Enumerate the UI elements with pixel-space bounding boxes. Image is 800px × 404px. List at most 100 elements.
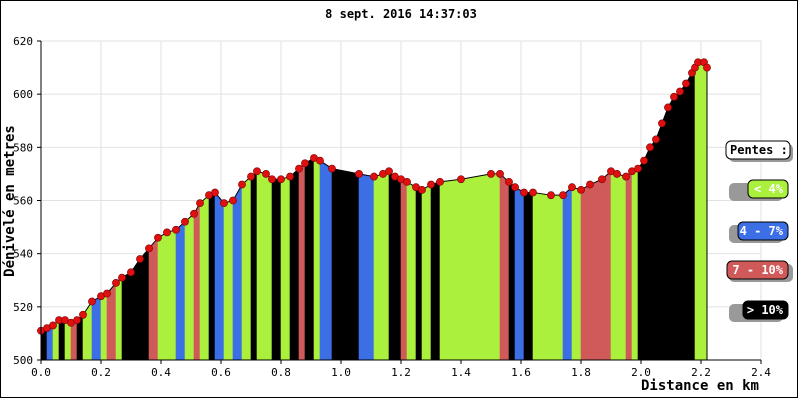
x-tick-label: 0.8: [271, 366, 291, 379]
slope-segment: [532, 192, 552, 361]
slope-segment: [373, 173, 384, 361]
elevation-point: [529, 188, 537, 197]
y-tick-label: 620: [13, 35, 33, 48]
slope-segment: [265, 173, 273, 361]
legend-item: 4 - 7%: [729, 221, 789, 243]
slope-segment: [166, 229, 177, 361]
slope-segment: [58, 319, 66, 361]
legend-item: > 10%: [729, 300, 789, 322]
x-tick-label: 1.2: [391, 366, 411, 379]
y-tick-labels: 500 520 540 560 580 600 620: [13, 35, 41, 367]
x-tick-label: 0.0: [31, 366, 51, 379]
legend-title-box: Pentes :: [725, 140, 793, 162]
elevation-point: [316, 156, 324, 165]
elevation-point: [136, 255, 144, 263]
y-tick-label: 580: [13, 141, 33, 154]
slope-segment: [415, 186, 423, 361]
x-tick-label: 0.6: [211, 366, 231, 379]
legend-swatch: [742, 300, 789, 320]
elevation-point: [181, 217, 189, 226]
elevation-point: [568, 183, 576, 192]
elevation-point: [622, 172, 630, 181]
elevation-point: [496, 170, 504, 178]
elevation-markers: [37, 58, 711, 335]
slope-segment: [439, 178, 462, 361]
slope-segment: [280, 176, 291, 361]
slope-segment: [157, 231, 168, 361]
x-tick-labels: 0.0 0.2 0.4 0.6 0.8 1.0 1.2 1.4 1.6 1.8 2.0 2.2 2.4: [31, 360, 771, 379]
elevation-point: [145, 244, 153, 253]
elevation-point: [703, 63, 711, 72]
y-tick-label: 520: [13, 301, 33, 314]
slope-segment: [271, 178, 282, 361]
slope-segment: [616, 173, 627, 361]
slope-segment: [331, 168, 360, 361]
elevation-point: [196, 199, 204, 208]
slope-segment: [115, 276, 123, 361]
chart-title: 8 sept. 2016 14:37:03: [325, 7, 477, 21]
slope-segment: [460, 173, 492, 361]
elevation-point: [355, 170, 363, 178]
slope-segment: [358, 173, 375, 361]
elevation-point: [262, 170, 270, 178]
legend-item: < 4%: [729, 179, 789, 201]
slope-segment: [589, 178, 603, 361]
slope-segment: [298, 162, 306, 361]
x-tick-label: 2.4: [751, 366, 771, 379]
elevation-point: [403, 177, 411, 186]
slope-segment: [232, 183, 243, 361]
slope-segment: [643, 147, 651, 361]
slope-segment: [289, 167, 300, 361]
slope-segment: [175, 221, 186, 361]
slope-segment: [223, 200, 234, 361]
slope-segment: [490, 173, 501, 361]
elevation-point: [520, 188, 528, 197]
slope-segment: [685, 71, 693, 361]
slope-segment: [241, 175, 252, 361]
legend-label: 4 - 7%: [740, 224, 784, 238]
slope-segment: [631, 168, 639, 361]
elevation-point: [436, 177, 444, 186]
slope-segment: [637, 159, 645, 361]
elevation-point: [586, 180, 594, 189]
y-tick-label: 500: [13, 354, 33, 367]
slope-segment: [694, 61, 699, 361]
elevation-point: [73, 316, 81, 325]
slope-segment: [193, 202, 201, 361]
slope-segment: [655, 123, 663, 361]
elevation-point: [268, 175, 276, 184]
elevation-point: [547, 191, 555, 200]
elevation-point: [670, 92, 678, 101]
elevation-point: [634, 164, 642, 173]
legend-swatch: [726, 260, 789, 280]
elevation-point: [559, 191, 567, 200]
slope-segment: [319, 160, 333, 361]
legend-label: < 4%: [754, 182, 784, 196]
slope-segment: [91, 295, 102, 361]
slope-segment: [625, 170, 633, 361]
slope-segment: [649, 138, 657, 361]
slope-segment: [508, 181, 516, 361]
elevation-point: [88, 297, 96, 306]
elevation-point: [286, 172, 294, 181]
x-tick-label: 1.0: [331, 366, 351, 379]
slope-segment: [421, 184, 432, 361]
x-axis-label: Distance en km: [641, 378, 759, 394]
elevation-point: [253, 167, 261, 176]
y-tick-label: 600: [13, 88, 33, 101]
elevation-point: [418, 185, 426, 194]
elevation-point: [370, 172, 378, 181]
legend-item: 7 - 10%: [726, 260, 793, 282]
slope-segment: [256, 170, 267, 361]
slope-segment: [121, 271, 132, 361]
legend-label: > 10%: [747, 303, 784, 317]
elevation-point: [640, 156, 648, 165]
elevation-point: [328, 164, 336, 173]
slope-segment: [514, 186, 525, 361]
elevation-point: [220, 199, 228, 208]
elevation-point: [211, 188, 219, 197]
elevation-point: [127, 268, 135, 277]
y-tick-label: 540: [13, 248, 33, 261]
elevation-point: [487, 170, 495, 178]
